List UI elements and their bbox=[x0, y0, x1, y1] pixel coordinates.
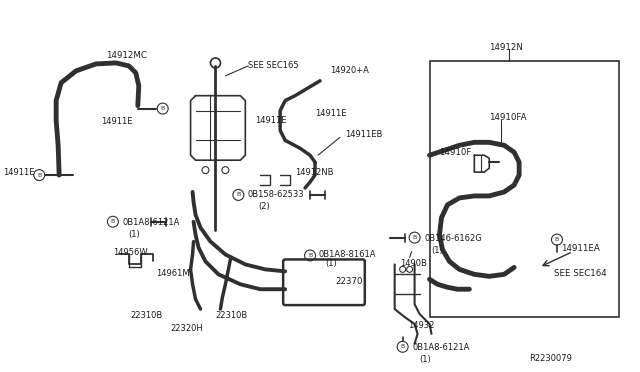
Text: 0B158-62533: 0B158-62533 bbox=[247, 190, 304, 199]
Text: 22320H: 22320H bbox=[171, 324, 204, 333]
Text: (1): (1) bbox=[128, 230, 140, 239]
Text: B: B bbox=[308, 253, 312, 258]
Text: B: B bbox=[236, 192, 241, 198]
Text: 14911E: 14911E bbox=[101, 116, 132, 125]
Text: (2): (2) bbox=[259, 202, 270, 211]
Text: 14911E: 14911E bbox=[315, 109, 346, 118]
Text: 14910FA: 14910FA bbox=[489, 113, 527, 122]
Text: SEE SEC165: SEE SEC165 bbox=[248, 61, 299, 70]
Text: B: B bbox=[555, 237, 559, 242]
Text: 0B1A8-6121A: 0B1A8-6121A bbox=[413, 343, 470, 352]
Text: (1): (1) bbox=[325, 259, 337, 269]
Text: 0B1A8-6121A: 0B1A8-6121A bbox=[123, 218, 180, 227]
Text: B: B bbox=[401, 344, 404, 349]
Text: 14961M: 14961M bbox=[156, 269, 189, 278]
Text: 14912N: 14912N bbox=[489, 43, 523, 52]
Text: 14912NB: 14912NB bbox=[295, 168, 333, 177]
Text: SEE SEC164: SEE SEC164 bbox=[554, 269, 607, 278]
Text: 22310B: 22310B bbox=[131, 311, 163, 320]
Text: 14911EA: 14911EA bbox=[561, 244, 600, 253]
Text: 22370: 22370 bbox=[335, 277, 362, 286]
Bar bbox=[429, 61, 619, 317]
Text: 14920+A: 14920+A bbox=[330, 66, 369, 75]
Text: 14911EB: 14911EB bbox=[345, 131, 382, 140]
Text: 14956W: 14956W bbox=[113, 247, 148, 257]
Text: 14911E: 14911E bbox=[3, 168, 35, 177]
Text: 1490B: 1490B bbox=[399, 259, 426, 269]
Text: 14911E: 14911E bbox=[255, 116, 287, 125]
Text: B: B bbox=[412, 235, 417, 240]
Text: R2230079: R2230079 bbox=[529, 354, 572, 363]
Text: 14932: 14932 bbox=[408, 321, 434, 330]
Text: (1): (1) bbox=[431, 246, 444, 254]
Text: 0B146-6162G: 0B146-6162G bbox=[424, 234, 483, 243]
Text: 0B1A8-8161A: 0B1A8-8161A bbox=[318, 250, 376, 259]
Text: B: B bbox=[111, 219, 115, 224]
Text: B: B bbox=[37, 173, 42, 177]
Text: B: B bbox=[161, 106, 165, 111]
Text: 14910F: 14910F bbox=[440, 148, 472, 157]
Text: 22310B: 22310B bbox=[216, 311, 248, 320]
Text: (1): (1) bbox=[420, 355, 431, 364]
Text: 14912MC: 14912MC bbox=[106, 51, 147, 60]
